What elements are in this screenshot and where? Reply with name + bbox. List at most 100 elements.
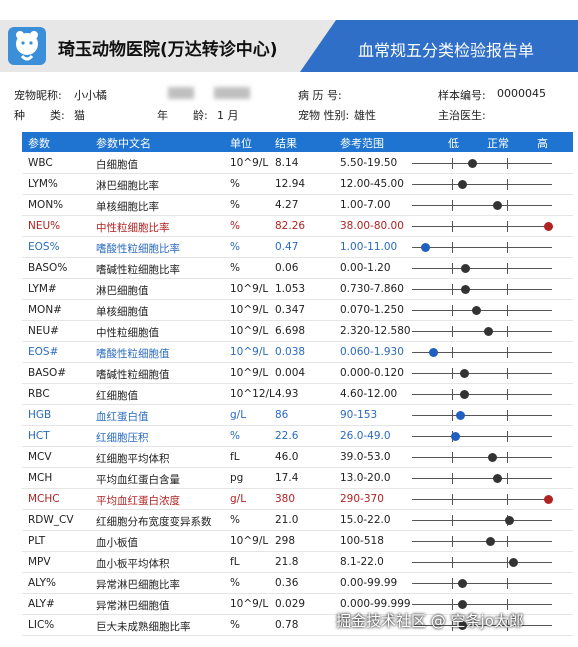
header-blue-band xyxy=(300,20,578,72)
doctor-label: 主治医生: xyxy=(438,109,486,122)
param-name-cell: 巨大未成熟细胞比率 xyxy=(96,621,191,633)
param-cell: RBC xyxy=(28,388,50,400)
level-scale-line xyxy=(412,205,552,206)
result-cell: 0.36 xyxy=(275,577,299,589)
species-label: 种 xyxy=(14,109,25,122)
table-row: MCHC 平均血红蛋白浓度 g/L 380 290-370 xyxy=(22,489,573,510)
result-cell: 0.47 xyxy=(275,241,299,253)
unit-cell: g/L xyxy=(230,409,247,421)
table-row: LIC% 巨大未成熟细胞比率% 0.78 xyxy=(22,615,573,636)
param-cell: HGB xyxy=(28,409,52,421)
level-scale-tick xyxy=(507,389,508,400)
param-cell: ALY% xyxy=(28,577,57,589)
level-marker xyxy=(459,369,469,378)
level-scale-line xyxy=(412,457,552,458)
level-scale-tick xyxy=(452,242,453,253)
unit-cell: 10^9/L xyxy=(230,283,269,295)
param-cell: NEU% xyxy=(28,220,61,232)
param-cell: EOS# xyxy=(28,346,59,358)
param-cell: EOS% xyxy=(28,241,60,253)
age-label-tail: 龄: xyxy=(193,109,208,122)
table-row: RDW_CV 红细胞分布宽度变异系数% 21.0 15.0-22.0 xyxy=(22,510,573,531)
level-scale-tick xyxy=(452,452,453,463)
table-row: EOS% 嗜酸性粒细胞比率% 0.47 1.00-11.00 xyxy=(22,237,573,258)
range-cell: 12.00-45.00 xyxy=(340,178,404,190)
param-name-cell: 红细胞压积 xyxy=(96,432,149,444)
table-row: RBC 红细胞值 10^12/L 4.93 4.60-12.00 xyxy=(22,384,573,405)
level-scale-tick xyxy=(452,158,453,169)
level-scale-tick xyxy=(452,557,453,568)
result-cell: 21.8 xyxy=(275,556,299,568)
table-row: ALY# 异常淋巴细胞值 10^9/L 0.029 0.000-99.999 xyxy=(22,594,573,615)
table-row: ALY% 异常淋巴细胞比率% 0.36 0.00-99.99 xyxy=(22,573,573,594)
level-scale-tick xyxy=(507,557,508,568)
level-scale-line xyxy=(412,415,552,416)
range-cell: 38.00-80.00 xyxy=(340,220,404,232)
table-row: LYM# 淋巴细胞值 10^9/L 1.053 0.730-7.860 xyxy=(22,279,573,300)
range-cell: 13.0-20.0 xyxy=(340,472,391,484)
level-scale-line xyxy=(412,331,552,332)
level-marker xyxy=(504,516,514,525)
species: 猫 xyxy=(74,109,85,122)
param-cell: BASO% xyxy=(28,262,68,274)
param-name-cell: 平均血红蛋白含量 xyxy=(96,474,180,486)
level-marker xyxy=(455,411,465,420)
hospital-logo-icon xyxy=(8,27,46,65)
level-scale-line xyxy=(412,247,552,248)
level-scale-tick xyxy=(507,326,508,337)
unit-cell: % xyxy=(230,178,240,190)
level-scale-tick xyxy=(507,620,508,631)
col-high: 高 xyxy=(537,137,548,150)
table-row: HGB 血红蛋白值 g/L 86 90-153 xyxy=(22,405,573,426)
level-scale-line xyxy=(412,625,552,626)
range-cell: 90-153 xyxy=(340,409,378,421)
unit-cell: fL xyxy=(230,556,240,568)
level-scale-line xyxy=(412,163,552,164)
unit-cell: 10^9/L xyxy=(230,367,269,379)
param-cell: LYM% xyxy=(28,178,58,190)
level-scale-line xyxy=(412,520,552,521)
table-row: MON% 单核细胞比率% 4.27 1.00-7.00 xyxy=(22,195,573,216)
param-cell: LYM# xyxy=(28,283,57,295)
param-name-cell: 红细胞分布宽度变异系数 xyxy=(96,516,212,528)
level-scale-tick xyxy=(507,347,508,358)
level-scale-line xyxy=(412,541,552,542)
col-name: 参数中文名 xyxy=(96,137,151,150)
unit-cell: % xyxy=(230,199,240,211)
level-scale-line xyxy=(412,394,552,395)
unit-cell: g/L xyxy=(230,493,247,505)
sample-number: 0000045 xyxy=(497,87,546,100)
level-scale-tick xyxy=(452,536,453,547)
result-cell: 0.029 xyxy=(275,598,306,610)
result-cell: 21.0 xyxy=(275,514,299,526)
result-cell: 6.698 xyxy=(275,325,306,337)
table-row: MPV 血小板平均体积 fL 21.8 8.1-22.0 xyxy=(22,552,573,573)
level-scale-tick xyxy=(507,536,508,547)
range-cell: 8.1-22.0 xyxy=(340,556,384,568)
result-cell: 4.93 xyxy=(275,388,299,400)
age: 1 月 xyxy=(217,109,239,122)
level-scale-tick xyxy=(507,242,508,253)
range-cell: 15.0-22.0 xyxy=(340,514,391,526)
table-row: NEU# 中性粒细胞值 10^9/L 6.698 2.320-12.580 xyxy=(22,321,573,342)
level-marker xyxy=(451,432,461,441)
param-name-cell: 嗜酸性粒细胞比率 xyxy=(96,243,180,255)
redacted-field xyxy=(214,87,250,99)
sex: 雄性 xyxy=(354,109,376,122)
level-scale-tick xyxy=(452,389,453,400)
level-scale-tick xyxy=(507,473,508,484)
level-scale-tick xyxy=(452,599,453,610)
level-scale-tick xyxy=(507,305,508,316)
table-row: MON# 单核细胞值 10^9/L 0.347 0.070-1.250 xyxy=(22,300,573,321)
param-name-cell: 平均血红蛋白浓度 xyxy=(96,495,180,507)
level-marker xyxy=(458,180,468,189)
report-title: 血常规五分类检验报告单 xyxy=(358,41,535,60)
param-cell: HCT xyxy=(28,430,50,442)
param-cell: MCV xyxy=(28,451,52,463)
level-marker xyxy=(429,348,438,357)
param-name-cell: 血红蛋白值 xyxy=(96,411,149,423)
unit-cell: 10^9/L xyxy=(230,325,269,337)
level-scale-tick xyxy=(507,431,508,442)
sample-label: 样本编号: xyxy=(438,89,486,102)
level-scale-tick xyxy=(507,410,508,421)
